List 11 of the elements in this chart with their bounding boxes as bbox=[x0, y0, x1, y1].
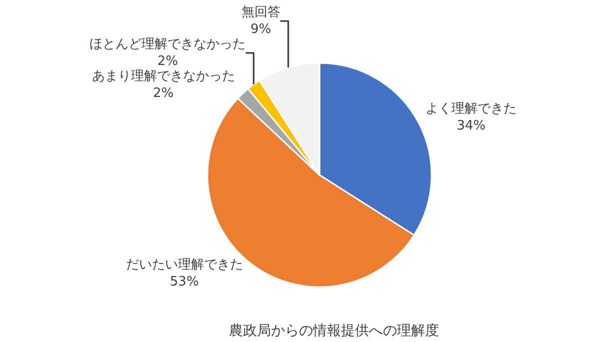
data-label: 2% bbox=[153, 86, 174, 101]
data-label: 34% bbox=[456, 118, 486, 134]
data-label: 9% bbox=[250, 22, 272, 38]
slice-label: 無回答 bbox=[241, 5, 280, 20]
data-label: 53% bbox=[170, 274, 199, 290]
slice-label: だいたい理解できた bbox=[126, 258, 243, 273]
data-label: 2% bbox=[157, 54, 178, 69]
slice-label: ほとんど理解できなかった bbox=[90, 37, 246, 52]
text: 農政局からの情報提供への理解度 bbox=[228, 323, 439, 340]
slice-label: よく理解できた bbox=[426, 101, 517, 116]
slice-label: あまり理解できなかった bbox=[92, 68, 235, 84]
